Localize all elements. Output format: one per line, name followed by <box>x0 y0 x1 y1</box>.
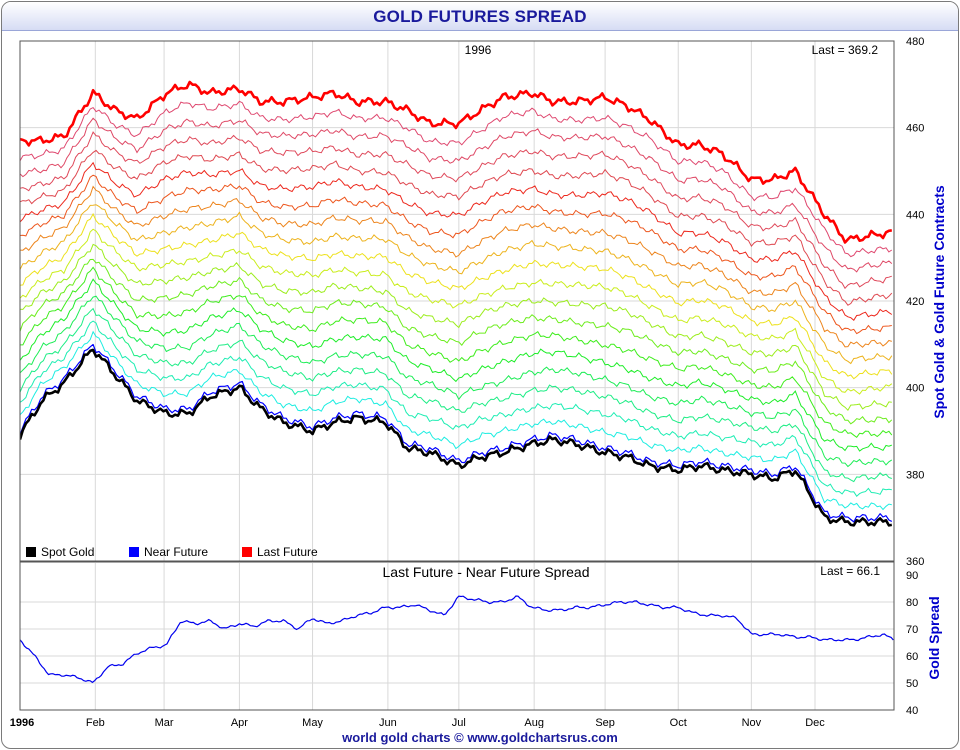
futures-contract-line <box>20 185 892 348</box>
last-future-line <box>20 80 893 244</box>
futures-contract-line <box>20 161 893 321</box>
y-axis-title: Spot Gold & Gold Future Contracts <box>931 185 947 419</box>
y-tick-label: 380 <box>906 469 924 481</box>
futures-contract-line <box>20 278 892 452</box>
y-tick-label: 440 <box>906 209 924 221</box>
x-tick-label: Nov <box>742 717 762 728</box>
spread-line <box>20 595 894 684</box>
x-tick-label: Oct <box>670 717 687 728</box>
legend-swatch-last <box>242 547 252 557</box>
futures-contract-line <box>20 174 892 335</box>
chart-title: GOLD FUTURES SPREAD <box>373 7 587 26</box>
futures-contract-line <box>20 117 893 273</box>
spread-last-label: Last = 66.1 <box>820 564 880 578</box>
y-tick-label: 460 <box>906 123 924 135</box>
spread-title: Last Future - Near Future Spread <box>383 564 590 580</box>
y-tick-label: 400 <box>906 383 924 395</box>
x-tick-label: Apr <box>231 717 248 728</box>
futures-contract-line <box>20 228 893 395</box>
near-future-line <box>20 343 893 523</box>
x-tick-label: Aug <box>524 717 544 728</box>
y-tick-label: 70 <box>906 624 918 636</box>
main-panel-border <box>19 40 895 562</box>
x-tick-label: Dec <box>805 717 825 728</box>
y-tick-label: 480 <box>906 36 924 48</box>
futures-contract-line <box>20 307 892 483</box>
y-tick-label: 360 <box>906 556 924 568</box>
futures-contract-line <box>20 204 893 365</box>
y-tick-label: 420 <box>906 296 924 308</box>
title-bar: GOLD FUTURES SPREAD <box>2 2 958 31</box>
legend-label-last: Last Future <box>257 545 318 559</box>
x-tick-label: Sep <box>595 717 615 728</box>
futures-contract-line <box>20 330 892 511</box>
futures-contract-line <box>20 295 893 468</box>
futures-contract-line <box>20 212 893 380</box>
x-tick-label: 1996 <box>10 717 34 728</box>
futures-contract-line <box>20 131 892 290</box>
spread-y-axis-title: Gold Spread <box>926 596 942 679</box>
futures-contract-line <box>20 266 893 438</box>
legend-label-near: Near Future <box>144 545 208 559</box>
futures-contract-line <box>20 100 893 258</box>
x-tick-label: Jul <box>452 717 466 728</box>
legend: Spot Gold Near Future Last Future <box>26 545 318 559</box>
x-tick-label: Feb <box>86 717 105 728</box>
legend-label-spot: Spot Gold <box>41 545 94 559</box>
x-tick-label: Jun <box>379 717 397 728</box>
x-tick-label: May <box>302 717 323 728</box>
y-tick-label: 90 <box>906 570 918 582</box>
futures-contract-line <box>20 320 892 497</box>
y-tick-label: 40 <box>906 705 918 717</box>
futures-contract-line <box>20 258 893 425</box>
spot-gold-line <box>20 348 893 527</box>
futures-contract-line <box>20 243 892 412</box>
spread-panel-border <box>19 561 895 711</box>
y-tick-label: 50 <box>906 678 918 690</box>
y-tick-label: 80 <box>906 597 918 609</box>
x-tick-label: Mar <box>155 717 174 728</box>
futures-contract-line <box>20 149 893 306</box>
legend-swatch-near <box>129 547 139 557</box>
legend-swatch-spot <box>26 547 36 557</box>
year-label: 1996 <box>465 43 492 57</box>
footer-credit: world gold charts © www.goldchartsrus.co… <box>342 730 618 745</box>
last-value-label: Last = 369.2 <box>812 43 879 57</box>
y-tick-label: 60 <box>906 651 918 663</box>
